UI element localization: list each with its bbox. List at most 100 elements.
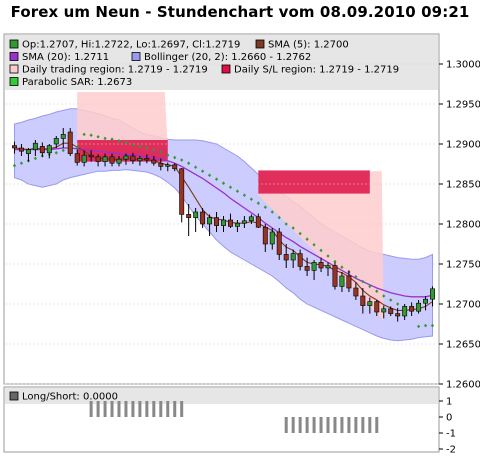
- sar-point: [375, 289, 379, 293]
- y-tick-label: 1.2850: [446, 180, 480, 191]
- sar-point: [221, 181, 226, 185]
- sar-point: [194, 165, 198, 169]
- daily-sl-region: [258, 170, 370, 194]
- sar-point: [270, 210, 274, 214]
- candle-body: [283, 254, 289, 261]
- long-short-bar: [152, 401, 156, 417]
- candle-body: [193, 211, 199, 218]
- candle-body: [46, 145, 52, 154]
- legend-swatch: [131, 52, 141, 61]
- legend-swatch: [9, 64, 19, 74]
- candle-body: [241, 220, 247, 224]
- sar-point: [180, 158, 184, 162]
- sub-y-tick-label: 0: [446, 413, 452, 424]
- legend-label: SMA (5): 1.2700: [268, 40, 349, 51]
- sar-point: [284, 222, 288, 226]
- candle-body: [109, 156, 115, 164]
- candle-body: [416, 302, 422, 312]
- long-short-bar: [347, 417, 351, 433]
- candle-body: [12, 145, 17, 149]
- long-short-bar: [103, 401, 107, 417]
- sar-point: [298, 231, 302, 236]
- legend-swatch: [9, 52, 19, 61]
- legend-background: [5, 35, 438, 90]
- sar-point: [89, 133, 93, 137]
- legend-label: Bollinger (20, 2): 1.2660 - 1.2762: [144, 52, 311, 63]
- legend: Op:1.2707, Hi:1.2722, Lo:1.2697, Cl:1.27…: [9, 39, 399, 88]
- y-tick-label: 1.2600: [446, 380, 480, 391]
- long-short-bar: [291, 417, 295, 433]
- legend-label: Op:1.2707, Hi:1.2722, Lo:1.2697, Cl:1.27…: [22, 40, 240, 51]
- candle-body: [74, 153, 80, 163]
- candle-body: [304, 266, 310, 271]
- sar-point: [145, 146, 149, 150]
- sub-y-tick-label: -2: [446, 445, 456, 456]
- long-short-bar: [312, 417, 316, 433]
- sub-y-tick-label: 1: [446, 397, 452, 408]
- long-short-bar: [361, 417, 365, 433]
- long-short-bar: [354, 417, 358, 433]
- y-tick-label: 1.2700: [446, 300, 480, 311]
- candle-body: [53, 138, 59, 145]
- candle-body: [430, 288, 435, 300]
- sar-point: [19, 161, 24, 165]
- candle-body: [144, 158, 150, 161]
- long-short-bar: [375, 417, 379, 433]
- candle-body: [402, 306, 408, 317]
- long-short-layer: Long/Short: 0.0000: [9, 391, 379, 433]
- long-short-bar: [166, 401, 170, 417]
- sar-point: [159, 150, 163, 154]
- y-tick-label: 1.2650: [446, 340, 480, 351]
- legend-swatch: [221, 64, 231, 74]
- long-short-bar: [340, 417, 344, 433]
- y-tick-label: 1.2950: [446, 100, 480, 111]
- long-short-bar: [180, 401, 184, 417]
- sar-point: [96, 135, 100, 139]
- candle-body: [95, 156, 101, 162]
- candle-body: [172, 164, 178, 170]
- sar-point: [173, 155, 177, 160]
- candle-body: [409, 306, 415, 312]
- sar-point: [207, 173, 212, 177]
- sub-y-tick-label: -1: [446, 429, 456, 440]
- candle-body: [325, 265, 331, 269]
- sar-point: [228, 185, 233, 189]
- candle-body: [207, 217, 213, 225]
- sar-point: [361, 279, 365, 284]
- legend-label: Daily S/L region: 1.2719 - 1.2719: [234, 65, 399, 76]
- sar-point: [423, 323, 428, 328]
- sar-point: [319, 248, 323, 253]
- sar-point: [368, 284, 372, 289]
- candle-body: [318, 262, 324, 269]
- candle-body: [18, 147, 24, 152]
- long-short-bar: [131, 401, 135, 417]
- candle-body: [25, 149, 31, 154]
- sar-point: [430, 323, 435, 328]
- sub-legend-swatch: [9, 391, 19, 401]
- long-short-bar: [110, 401, 114, 417]
- long-short-bar: [326, 417, 330, 433]
- candle-body: [297, 253, 303, 267]
- candle-body: [32, 142, 38, 150]
- sar-point: [103, 136, 107, 141]
- sar-point: [75, 145, 79, 149]
- sar-point: [312, 243, 316, 247]
- long-short-bar: [305, 417, 309, 433]
- sar-point: [340, 265, 344, 269]
- legend-swatch: [9, 39, 19, 49]
- legend-label: Daily trading region: 1.2719 - 1.2719: [22, 65, 208, 76]
- candle-body: [116, 158, 122, 164]
- sar-point: [82, 132, 86, 137]
- candle-body: [374, 301, 380, 313]
- candle-body: [186, 214, 192, 218]
- sar-point: [54, 151, 58, 155]
- candle-body: [81, 154, 87, 163]
- sar-point: [166, 153, 170, 157]
- candle-body: [67, 131, 73, 154]
- long-short-bar: [89, 401, 93, 417]
- candle-body: [339, 275, 345, 287]
- sub-legend-background: [5, 388, 438, 404]
- candle-body: [151, 159, 157, 164]
- y-tick-label: 1.3000: [446, 60, 480, 71]
